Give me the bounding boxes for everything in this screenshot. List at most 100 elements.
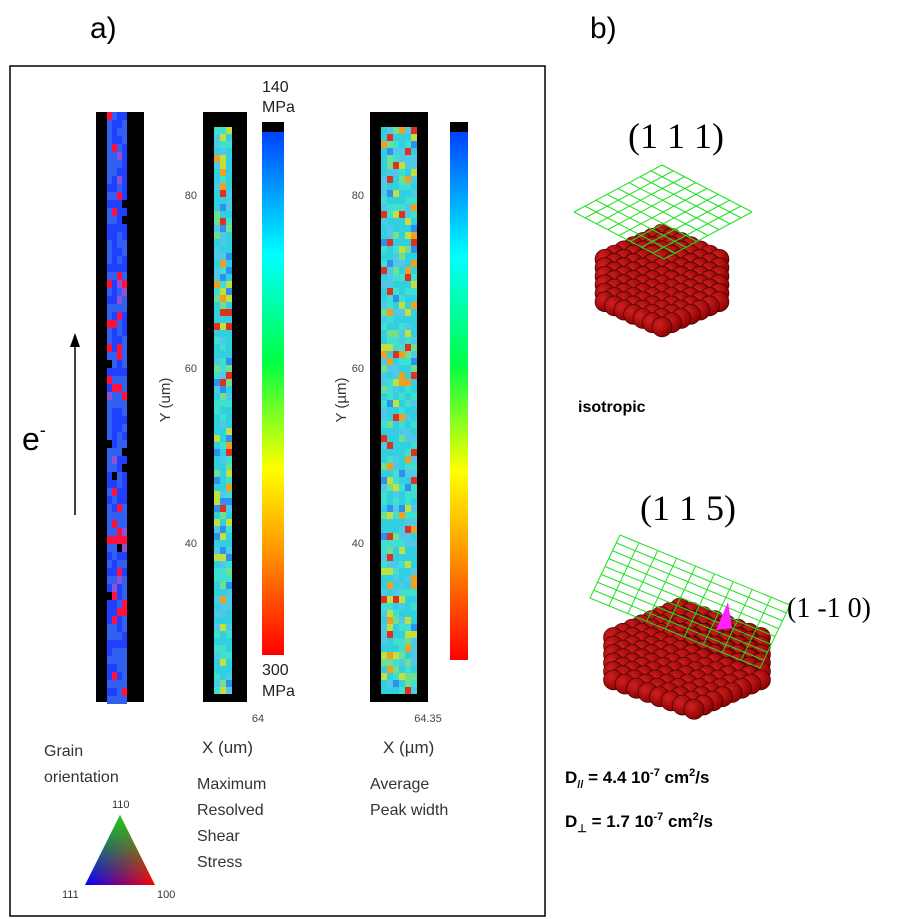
map-cell: [214, 302, 220, 309]
map-cell: [405, 204, 411, 211]
map-cell: [107, 432, 112, 440]
map-cell: [117, 616, 122, 624]
map-cell: [220, 680, 226, 687]
map-cell: [107, 360, 112, 368]
map-cell: [117, 680, 122, 688]
crystals: [574, 165, 790, 719]
map-cell: [220, 260, 226, 267]
map-cell: [399, 225, 405, 232]
map-cell: [393, 253, 399, 260]
map-cell: [226, 239, 232, 246]
map-cell: [220, 456, 226, 463]
map-cell: [112, 256, 117, 264]
map-cell: [381, 638, 387, 645]
map-cell: [122, 248, 127, 256]
map-cell: [399, 477, 405, 484]
map-cell: [411, 379, 417, 386]
map-cell: [405, 519, 411, 526]
map-cell: [112, 512, 117, 520]
map-cell: [122, 464, 127, 472]
map-cell: [399, 162, 405, 169]
map-cell: [226, 666, 232, 673]
map-cell: [393, 211, 399, 218]
map-cell: [220, 281, 226, 288]
map-cell: [117, 336, 122, 344]
map-cell: [226, 162, 232, 169]
map-cell: [411, 183, 417, 190]
map-cell: [387, 372, 393, 379]
map-cell: [411, 358, 417, 365]
map-cell: [122, 384, 127, 392]
map-cell: [405, 127, 411, 134]
map-cell: [405, 568, 411, 575]
map-cell: [381, 680, 387, 687]
map-cell: [393, 442, 399, 449]
map-cell: [405, 141, 411, 148]
map-cell: [381, 253, 387, 260]
map-cell: [112, 336, 117, 344]
map-cell: [226, 631, 232, 638]
map-cell: [381, 659, 387, 666]
map-cell: [405, 603, 411, 610]
map-cell: [387, 337, 393, 344]
map-cell: [405, 687, 411, 694]
map-cell: [393, 365, 399, 372]
map-cell: [112, 320, 117, 328]
map-cell: [122, 328, 127, 336]
map-cell: [393, 428, 399, 435]
map-cell: [112, 640, 117, 648]
map-cell: [214, 316, 220, 323]
map-cell: [405, 302, 411, 309]
map-cell: [117, 568, 122, 576]
map-cell: [226, 351, 232, 358]
map-cell: [220, 365, 226, 372]
map-cell: [405, 190, 411, 197]
map-cell: [214, 162, 220, 169]
map-cell: [387, 449, 393, 456]
map-cell: [393, 218, 399, 225]
map-cell: [214, 659, 220, 666]
map-cell: [117, 112, 122, 120]
map-cell: [381, 197, 387, 204]
map-cell: [220, 512, 226, 519]
map-cell: [387, 659, 393, 666]
map-cell: [393, 512, 399, 519]
map-cell: [387, 379, 393, 386]
map-cell: [387, 421, 393, 428]
map-cell: [117, 424, 122, 432]
map-cell: [112, 448, 117, 456]
caption: Resolved: [197, 802, 264, 819]
map-cell: [122, 288, 127, 296]
map-cell: [117, 576, 122, 584]
map-cell: [405, 323, 411, 330]
map-cell: [405, 260, 411, 267]
map-cell: [393, 372, 399, 379]
map-cell: [405, 435, 411, 442]
map-cell: [405, 155, 411, 162]
map-cell: [405, 183, 411, 190]
map-cell: [399, 589, 405, 596]
map-cell: [220, 162, 226, 169]
map-cell: [220, 652, 226, 659]
map-cell: [393, 673, 399, 680]
map-cell: [112, 560, 117, 568]
map-cell: [107, 280, 112, 288]
map-cell: [107, 120, 112, 128]
map-cell: [399, 547, 405, 554]
map-cell: [405, 533, 411, 540]
map-cell: [226, 267, 232, 274]
y-tick-label: 60: [352, 363, 364, 375]
map-cell: [122, 680, 127, 688]
map-cell: [399, 498, 405, 505]
map-cell: [411, 561, 417, 568]
map-cell: [387, 323, 393, 330]
map-cell: [387, 687, 393, 694]
map-cell: [220, 603, 226, 610]
caption: orientation: [44, 769, 119, 786]
map-cell: [220, 582, 226, 589]
map-cell: [226, 386, 232, 393]
map-cell: [226, 155, 232, 162]
map-cell: [220, 386, 226, 393]
map-cell: [393, 652, 399, 659]
map-cell: [122, 576, 127, 584]
